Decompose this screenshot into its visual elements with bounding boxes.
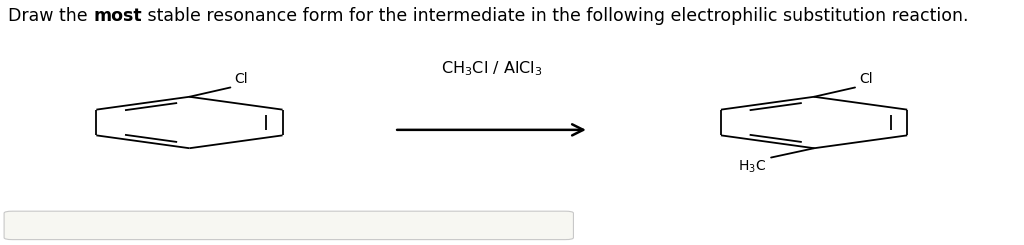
Text: Cl: Cl	[859, 72, 872, 86]
Text: Cl: Cl	[234, 72, 248, 86]
Text: CH$_3$Cl / AlCl$_3$: CH$_3$Cl / AlCl$_3$	[440, 59, 543, 78]
FancyBboxPatch shape	[4, 211, 573, 240]
Text: stable resonance form for the intermediate in the following electrophilic substi: stable resonance form for the intermedia…	[142, 7, 969, 25]
Text: H$_3$C: H$_3$C	[738, 159, 766, 175]
Text: most: most	[93, 7, 142, 25]
Text: Draw the: Draw the	[8, 7, 93, 25]
